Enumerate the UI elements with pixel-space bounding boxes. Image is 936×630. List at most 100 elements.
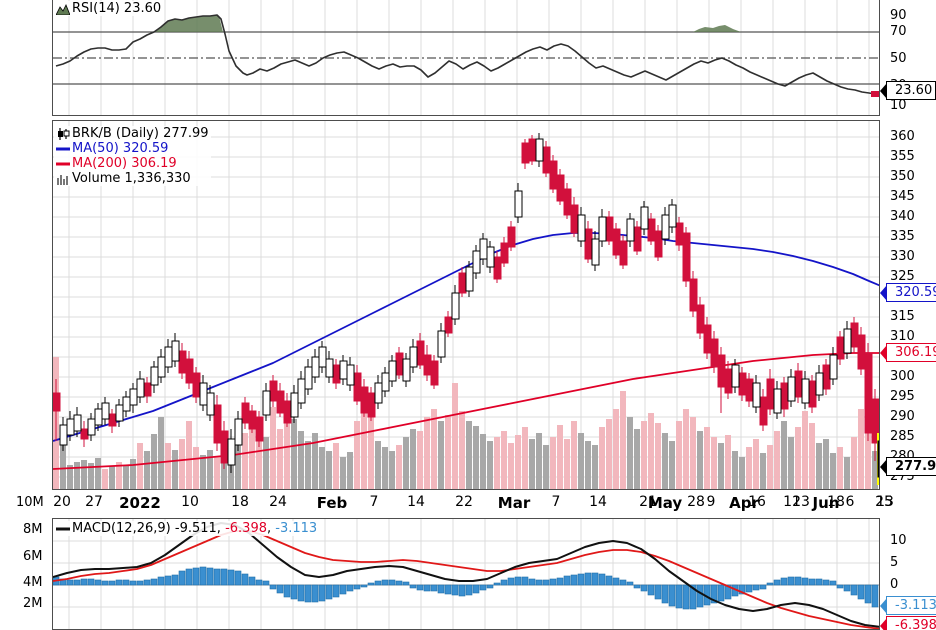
macd-legend-signal: -6.398 (225, 521, 267, 536)
price-tick-355: 355 (890, 149, 915, 164)
price-legend-ma200-row: MA(200) 306.19 (56, 156, 209, 171)
rsi-panel: 90 70 50 30 10 23.60 RSI(14) 23.60 (0, 0, 936, 118)
price-tick-295: 295 (890, 389, 915, 404)
date-tick-23b: 23 (792, 494, 810, 510)
macd-legend-name: MACD(12,26,9) (72, 521, 171, 536)
rsi-tick-70: 70 (890, 24, 907, 39)
price-tick-310: 310 (890, 329, 915, 344)
date-tick-6: Feb (316, 494, 348, 512)
date-tick-2: 2022 (119, 494, 161, 512)
date-tick-10: Mar (497, 494, 531, 512)
date-tick-jun: Jun (812, 494, 840, 512)
date-tick-16: 11 (783, 494, 801, 510)
macd-line-swatch (56, 523, 70, 535)
macd-tick-0: 0 (890, 577, 899, 592)
date-tick-9: 22 (455, 494, 473, 510)
macd-tick-10: 10 (890, 533, 907, 548)
price-legend-ma200: MA(200) 306.19 (72, 156, 177, 171)
macd-histogram (53, 566, 879, 610)
price-tick-290: 290 (890, 409, 915, 424)
rsi-overbought-fill-2 (693, 25, 741, 32)
last-price-flag: 277.99 (886, 457, 936, 476)
candlesticks (53, 133, 879, 485)
macd-legend-value: -9.511 (174, 521, 217, 536)
volume-tick-2m: 2M (23, 596, 43, 611)
date-tick-3: 10 (181, 494, 199, 510)
price-svg (53, 121, 879, 489)
rsi-line (55, 14, 876, 95)
rsi-tick-50: 50 (890, 51, 907, 66)
price-tick-285: 285 (890, 429, 915, 444)
volume-tick-4m: 4M (23, 575, 43, 590)
price-legend-title: BRK/B (Daily) 277.99 (72, 126, 209, 141)
price-legend: BRK/B (Daily) 277.99 MA(50) 320.59 MA(20… (54, 126, 211, 186)
price-legend-ma50: MA(50) 320.59 (72, 141, 169, 156)
price-grid-horizontal (53, 136, 879, 478)
date-tick-12: 14 (589, 494, 607, 510)
date-tick-13b: 13 (876, 494, 894, 510)
rsi-legend: RSI(14) 23.60 (54, 1, 164, 16)
date-tick-4: 18 (231, 494, 249, 510)
rsi-tick-10: 10 (890, 98, 907, 113)
macd-legend-sep2: , (267, 521, 272, 536)
rsi-grid-vertical (68, 0, 870, 115)
date-tick-13: 21 (639, 494, 657, 510)
date-axis: 20 27 2022 10 18 24 Feb 7 14 22 Mar 7 14… (52, 494, 893, 514)
volume-tick-10m: 10M (16, 495, 44, 510)
rsi-legend-label: RSI(14) 23.60 (72, 1, 162, 16)
price-tick-360: 360 (890, 129, 915, 144)
date-tick-7: 7 (369, 494, 379, 510)
macd-legend: MACD(12,26,9) -9.511 , -6.398 , -3.113 (54, 521, 320, 536)
date-tick-9b: 9 (706, 494, 716, 510)
rsi-plot-area[interactable] (52, 0, 880, 116)
macd-legend-sep1: , (216, 521, 221, 536)
price-tick-315: 315 (890, 309, 915, 324)
price-legend-volume-row: Volume 1,336,330 (56, 171, 209, 186)
macd-grid-horizontal (53, 540, 879, 608)
date-tick-may: May (647, 494, 683, 512)
macd-grid-vertical (68, 519, 870, 629)
macd-legend-hist: -3.113 (275, 521, 318, 536)
date-tick-5: 24 (269, 494, 287, 510)
price-legend-volume: Volume 1,336,330 (72, 171, 191, 186)
ma50-line-swatch (56, 143, 70, 155)
date-axis-right: May 9 16 23 Jun 6 13 (0, 494, 936, 514)
date-tick-16b: 16 (748, 494, 766, 510)
date-tick-15: Apr (729, 494, 759, 512)
volume-tick-6m: 6M (23, 549, 43, 564)
date-tick-18: 25 (875, 494, 893, 510)
volume-tick-8m: 8M (23, 522, 43, 537)
macd-tick-5: 5 (890, 555, 899, 570)
ma200-value-flag: 306.19 (886, 343, 936, 362)
rsi-last-marker (871, 91, 879, 97)
price-tick-340: 340 (890, 209, 915, 224)
date-tick-6b: 6 (845, 494, 855, 510)
rsi-tick-90: 90 (890, 8, 907, 23)
price-tick-300: 300 (890, 369, 915, 384)
macd-svg (53, 519, 879, 629)
macd-plot-area[interactable] (52, 518, 880, 630)
price-panel: 360 355 350 345 340 335 330 325 320 315 … (0, 120, 936, 610)
date-tick-17: 18 (827, 494, 845, 510)
price-tick-330: 330 (890, 249, 915, 264)
price-tick-325: 325 (890, 269, 915, 284)
date-tick-8: 14 (407, 494, 425, 510)
macd-panel: 10 5 0 -3.113 -6.398 MACD(12,26,9) -9.51… (0, 518, 936, 630)
volume-bars-icon (56, 173, 70, 185)
ma200-line (53, 352, 879, 470)
ma50-value-flag: 320.59 (886, 283, 936, 302)
macd-line (53, 522, 879, 628)
ma200-line-swatch (56, 158, 70, 170)
price-tick-350: 350 (890, 169, 915, 184)
rsi-overbought-fill (154, 15, 223, 32)
price-legend-ma50-row: MA(50) 320.59 (56, 141, 209, 156)
date-tick-0: 20 (53, 494, 71, 510)
price-tick-345: 345 (890, 189, 915, 204)
macd-signal-flag: -6.398 (886, 616, 936, 630)
date-tick-14: 28 (687, 494, 705, 510)
date-tick-11: 7 (551, 494, 561, 510)
date-tick-1: 27 (85, 494, 103, 510)
rsi-svg (53, 0, 879, 115)
price-legend-title-row: BRK/B (Daily) 277.99 (56, 126, 209, 141)
